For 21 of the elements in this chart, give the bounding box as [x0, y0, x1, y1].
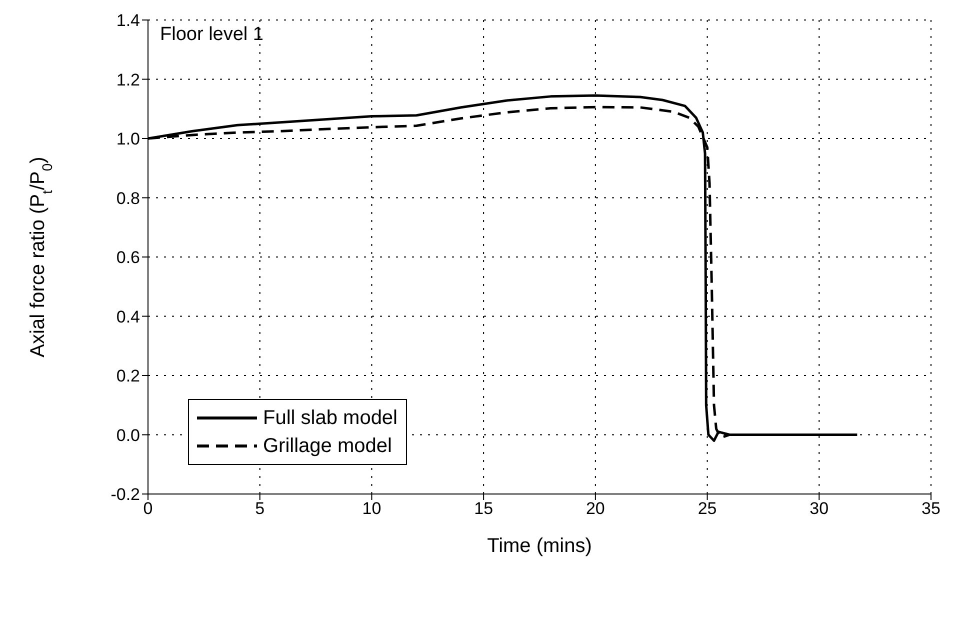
x-tick-label: 25 — [698, 499, 717, 518]
y-tick-label: 0.8 — [116, 188, 140, 208]
y-tick-label: 1.2 — [116, 70, 140, 90]
legend-label: Full slab model — [263, 406, 398, 432]
y-tick-label: 1.4 — [116, 11, 140, 30]
x-tick-label: 20 — [586, 499, 605, 518]
y-tick-label: 0.4 — [116, 307, 140, 326]
y-tick-label: 1.0 — [116, 130, 140, 149]
legend-label: Grillage model — [263, 434, 392, 460]
x-tick-label: 35 — [922, 499, 940, 518]
x-tick-label: 0 — [143, 499, 153, 518]
x-axis-title: Time (mins) — [487, 535, 592, 557]
x-tick-label: 5 — [255, 499, 265, 518]
y-tick-label: 0.6 — [116, 248, 140, 268]
x-tick-label: 30 — [810, 499, 829, 518]
y-tick-label: 0.0 — [116, 426, 140, 445]
y-tick-label: 0.2 — [116, 366, 140, 386]
x-tick-label: 15 — [474, 499, 494, 518]
x-tick-label: 10 — [362, 499, 382, 518]
annotation: Floor level 1 — [160, 24, 264, 46]
y-tick-label: -0.2 — [110, 485, 140, 504]
